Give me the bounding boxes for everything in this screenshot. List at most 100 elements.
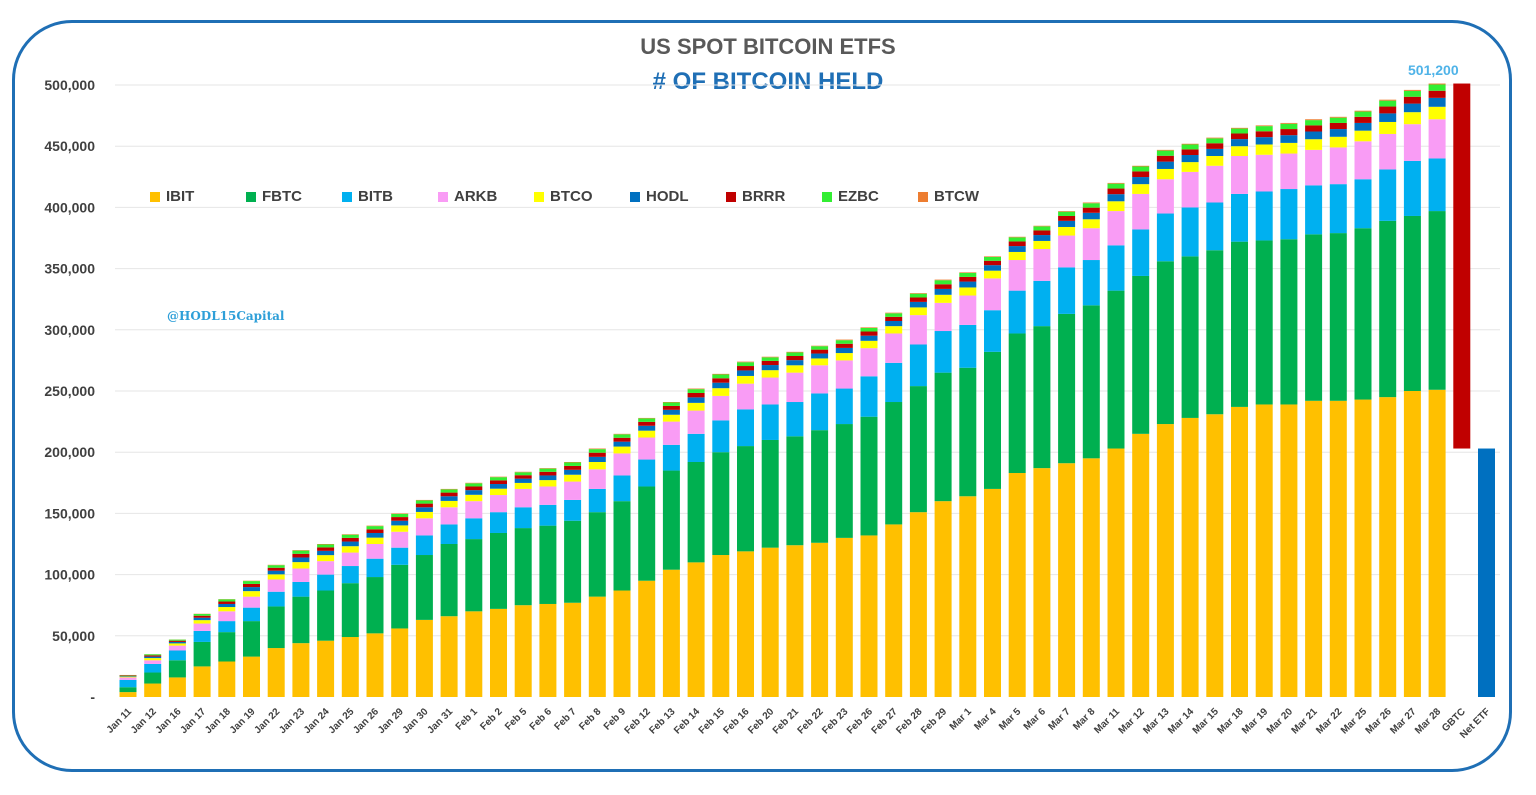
bar-bitb: [1255, 191, 1273, 241]
bar-arkb: [1008, 260, 1026, 291]
bar-arkb: [638, 437, 656, 460]
bar-brrr: [885, 316, 903, 321]
x-tick-label: Jan 19: [228, 706, 258, 736]
bar-hodl: [168, 641, 186, 644]
bar-bitb: [959, 324, 977, 368]
bar-btco: [119, 676, 137, 678]
bar-btco: [712, 388, 730, 396]
bar-ibit: [317, 640, 335, 697]
bar-btcw: [1107, 182, 1125, 184]
bar-btco: [1354, 130, 1372, 142]
bar-hodl: [662, 409, 680, 415]
bar-ezbc: [391, 513, 409, 518]
bar-btco: [292, 562, 310, 569]
bar-arkb: [144, 660, 162, 664]
bar-bitb: [341, 566, 359, 584]
bar-arkb: [909, 315, 927, 345]
bar-brrr: [1280, 129, 1298, 136]
bar-brrr: [440, 492, 458, 497]
x-tick-label: Mar 22: [1314, 706, 1344, 736]
bar-ezbc: [1428, 84, 1446, 91]
bar-ibit: [415, 619, 433, 697]
bar-arkb: [193, 623, 211, 631]
bar-arkb: [490, 495, 507, 513]
x-tick-label: Jan 18: [203, 706, 233, 736]
bar-ibit: [366, 633, 384, 697]
legend-item: BRRR: [726, 188, 822, 205]
bar-btcw: [1156, 149, 1174, 151]
x-tick-label: Mar 28: [1413, 706, 1443, 736]
bar-ibit: [588, 596, 606, 697]
x-tick-label: Feb 21: [771, 706, 801, 736]
x-tick-label: Mar 12: [1117, 706, 1147, 736]
bar-arkb: [786, 372, 804, 403]
bar-fbtc: [934, 372, 952, 502]
y-tick-label: 400,000: [44, 199, 95, 215]
bar-ezbc: [811, 346, 829, 350]
bar-ibit: [1082, 458, 1100, 697]
bar-brrr: [909, 297, 927, 302]
bar-ezbc: [934, 280, 952, 285]
bar-bitb: [292, 581, 310, 597]
bar-ezbc: [317, 544, 335, 548]
bar-btcw: [1305, 119, 1323, 121]
bar-ezbc: [909, 293, 927, 298]
bar-ibit: [1280, 404, 1298, 697]
bar-arkb: [267, 579, 285, 592]
bar-bitb: [1206, 202, 1224, 251]
legend-item: BTCO: [534, 188, 630, 205]
bar-brrr: [860, 331, 878, 336]
bar-btcw: [1033, 225, 1051, 227]
bar-bitb: [1107, 245, 1125, 291]
bar-hodl: [243, 587, 260, 592]
bar-ibit: [1058, 463, 1076, 697]
x-tick-label: Jan 26: [351, 706, 381, 736]
bar-brrr: [786, 355, 804, 361]
legend-swatch: [918, 191, 928, 202]
bar-hodl: [1280, 135, 1298, 143]
bar-arkb: [959, 295, 977, 325]
bar-arkb: [440, 507, 458, 525]
bar-ezbc: [835, 340, 853, 344]
bar-fbtc: [465, 539, 483, 612]
bar-fbtc: [440, 544, 458, 617]
bar-fbtc: [514, 528, 532, 606]
bar-brrr: [662, 405, 680, 410]
bar-bitb: [1379, 169, 1397, 221]
bar-fbtc: [1008, 333, 1026, 474]
bar-ezbc: [1280, 123, 1298, 130]
bar-btcw: [885, 312, 903, 314]
bar-hodl: [1255, 137, 1273, 145]
legend-label: BTCO: [550, 188, 593, 205]
bar-brrr: [317, 547, 335, 551]
bar-brrr: [1181, 149, 1199, 156]
bar-hodl: [984, 265, 1001, 271]
bar-btco: [465, 494, 483, 502]
bar-arkb: [415, 518, 433, 536]
bar-btcw: [1255, 125, 1273, 127]
bar-btco: [341, 546, 359, 553]
x-tick-label: Mar 27: [1388, 706, 1418, 736]
bar-ibit: [391, 628, 409, 697]
legend-label: HODL: [646, 188, 689, 205]
bar-btcw: [835, 339, 853, 341]
bar-ibit: [1255, 404, 1273, 697]
x-tick-label: Mar 5: [997, 706, 1024, 733]
bar-brrr: [267, 567, 285, 571]
bar-arkb: [1181, 171, 1199, 208]
bar-btco: [1033, 240, 1051, 250]
bar-hodl: [712, 382, 730, 389]
bar-ezbc: [662, 402, 680, 406]
bar-bitb: [588, 488, 606, 513]
x-tick-label: Mar 26: [1364, 706, 1394, 736]
bar-fbtc: [588, 512, 606, 597]
bar-hodl: [341, 541, 359, 547]
bar-bitb: [514, 507, 532, 529]
bar-fbtc: [267, 606, 285, 649]
bar-arkb: [564, 481, 582, 500]
x-tick-label: Feb 22: [796, 706, 826, 736]
bar-hodl: [1082, 212, 1100, 220]
bar-arkb: [514, 488, 532, 508]
bar-ibit: [1107, 448, 1125, 697]
bar-bitb: [168, 650, 186, 661]
